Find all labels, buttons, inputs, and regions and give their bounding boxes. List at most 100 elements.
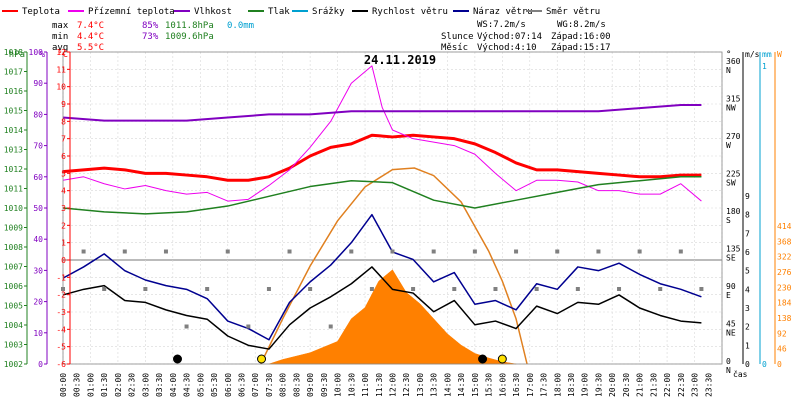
axis-label-humidity-3: 30 [33,266,43,275]
legend-label-2: Vlhkost [194,7,232,17]
info-sun-rise: Východ:07:14 [477,32,542,42]
x-tick-label-24: 12:00 [389,373,398,397]
axis-label-pressure-14: 1016 [4,87,23,96]
axis-label-humidity-0: 0 [38,360,43,369]
stat-max-rain: 0.0mm [227,21,254,31]
axis-label-radiation-4: 184 [777,299,792,308]
sunrise-marker [257,354,267,364]
x-tick-label-22: 11:00 [361,373,370,397]
point-6-26 [596,249,601,254]
info-wind-speed: WS:7.2m/s [477,20,526,30]
axis-unit-rain: mm [762,50,772,59]
x-tick-label-39: 19:30 [594,373,603,397]
legend-label-3: Tlak [268,7,290,17]
axis-label-humidity-6: 60 [33,173,43,182]
axis-label-wind-8: 8 [745,211,750,220]
axis-unit-humidity: % [40,50,46,60]
axis-label-pressure-11: 1013 [4,146,23,155]
axis-label-direction-5: 225 [726,170,741,179]
axis-label-radiation-9: 414 [777,222,792,231]
axis-label-humidity-10: 100 [29,48,44,57]
axis-label-pressure-9: 1011 [4,185,23,194]
x-tick-label-29: 14:30 [457,373,466,397]
axis-label-temperature-18: 12 [56,48,66,57]
x-tick-label-21: 10:30 [347,373,356,397]
axis-label-rain-1: 1 [762,62,767,71]
axis-label-temperature-6: 0 [61,256,66,265]
axis-label-temperature-14: 8 [61,117,66,126]
axis-label-temperature-15: 9 [61,100,66,109]
stats-panel: max 7.4°C 85% 1011.8hPa 0.0mm min 4.4°C … [52,21,254,53]
info-wind-gust: WG:8.2m/s [557,20,606,30]
axis-label-direction-6: 270 [726,132,741,141]
x-tick-label-45: 22:30 [677,373,686,397]
point-6-12 [308,287,313,291]
stat-min-label: min [52,32,68,42]
axis-label-direction-0: 0 [726,357,731,366]
point-6-19 [452,287,457,291]
point-6-5 [163,249,168,254]
axis-label-rain-0: 0 [762,360,767,369]
axis-unit-wind: m/s [745,50,760,59]
axis-label-temperature-7: 1 [61,239,66,248]
axis-label-pressure-1: 1003 [4,341,23,350]
x-tick-label-1: 00:30 [73,373,82,397]
info-moon-label: Měsíc [441,43,468,53]
axis-label-temperature-9: 3 [61,204,66,213]
axis-label-temperature-17: 11 [56,65,66,74]
stat-avg-label: avg [52,43,68,53]
axis-label-pressure-8: 1010 [4,204,23,213]
axis-label-radiation-5: 230 [777,283,792,292]
x-axis-label: čas [733,369,748,379]
axes: hPa1002100310041005100610071008100910101… [4,48,792,397]
moonset-marker [478,354,488,364]
x-tick-label-14: 07:00 [251,373,260,397]
x-tick-label-10: 05:00 [196,373,205,397]
point-6-6 [184,324,189,329]
x-tick-label-8: 04:00 [169,373,178,397]
axis-label-temperature-1: -5 [56,343,66,352]
axis-label-direction-4: 180 [726,207,741,216]
axis-unit-direction: ° [726,50,731,60]
stat-max-hum: 85% [142,21,159,31]
legend-label-5: Rychlost větru [372,7,448,17]
x-tick-label-30: 15:00 [471,373,480,397]
x-tick-label-31: 15:30 [485,373,494,397]
stat-max-press: 1011.8hPa [165,21,214,31]
plot-frame [62,51,723,365]
x-tick-label-7: 03:30 [155,373,164,397]
axis-label-radiation-6: 276 [777,268,792,277]
series-radiation-theoretical [260,167,528,365]
series-line-5 [62,266,702,350]
point-6-2 [102,287,107,291]
moonrise-marker [173,354,183,364]
x-tick-label-19: 09:30 [320,373,329,397]
info-sun-set: Západ:16:00 [551,32,611,42]
stat-max-temp: 7.4°C [77,21,104,31]
point-6-9 [246,324,251,329]
point-6-17 [411,287,416,291]
x-tick-label-38: 19:00 [581,373,590,397]
legend-label-0: Teplota [22,7,60,17]
x-tick-label-41: 20:30 [622,373,631,397]
x-tick-label-43: 21:30 [649,373,658,397]
x-tick-label-13: 06:30 [237,373,246,397]
x-tick-label-0: 00:00 [59,373,68,397]
axis-label-temperature-10: 4 [61,187,66,196]
x-tick-label-20: 10:00 [334,373,343,397]
chart-title: 24.11.2019 [364,53,436,67]
axis-label-direction-1: 45 [726,320,736,329]
axis-label-temperature-2: -4 [56,325,66,334]
x-tick-label-5: 02:30 [128,373,137,397]
x-tick-label-11: 05:30 [210,373,219,397]
point-6-31 [699,287,704,291]
x-tick-label-37: 18:30 [567,373,576,397]
axis-label-direction-7: 315 [726,95,741,104]
x-tick-label-46: 23:00 [691,373,700,397]
axis-label-wind-5: 5 [745,267,750,276]
series-radiation-measured [268,269,517,365]
x-tick-label-26: 13:00 [416,373,425,397]
axis-label-radiation-2: 92 [777,329,787,338]
axis-label-wind-7: 7 [745,229,750,238]
axis-label-humidity-2: 20 [33,298,43,307]
